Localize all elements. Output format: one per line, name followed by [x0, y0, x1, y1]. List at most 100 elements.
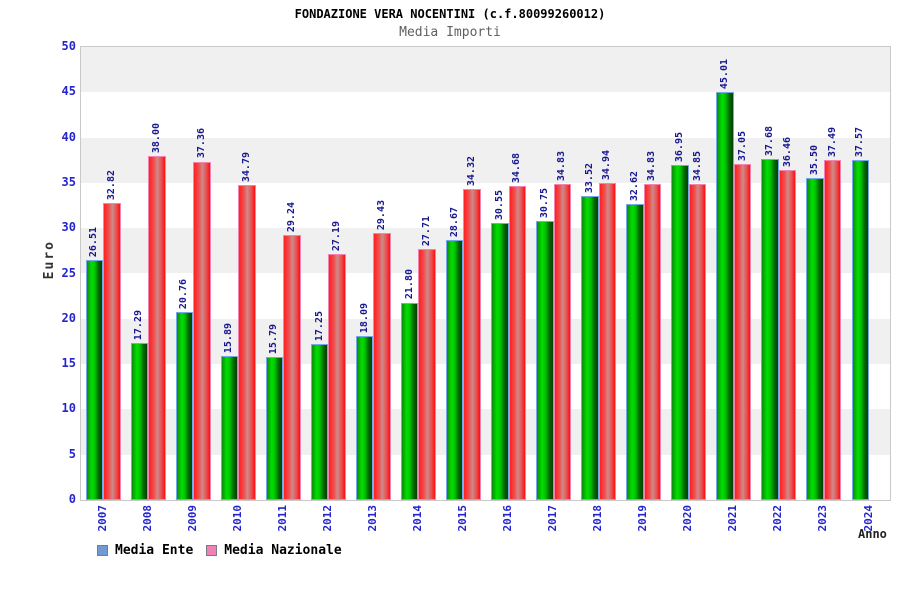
y-tick-label-35: 35 — [61, 174, 76, 189]
grid-band — [81, 182, 890, 229]
bar-media-nazionale-2023 — [823, 160, 842, 500]
legend-label-media-nazionale: Media Nazionale — [224, 543, 342, 558]
grid-band — [81, 409, 890, 455]
value-label-media-ente-2019: 32.62 — [628, 171, 640, 202]
bar-media-ente-2024 — [851, 159, 870, 500]
value-label-media-ente-2010: 15.89 — [223, 322, 235, 354]
bar-media-ente-2019 — [626, 204, 644, 500]
value-label-media-ente-2020: 36.95 — [674, 132, 686, 163]
value-label-media-ente-2017: 30.75 — [538, 188, 550, 219]
bar-media-nazionale-2012 — [328, 253, 346, 500]
bar-media-ente-2011 — [265, 356, 284, 500]
bar-media-ente-2023 — [806, 178, 824, 500]
grid-band — [81, 228, 890, 274]
bar-media-ente-2020 — [671, 165, 689, 500]
bar-media-ente-2018 — [581, 196, 599, 500]
bar-media-nazionale-2007 — [103, 202, 121, 500]
x-axis-title: Anno — [858, 527, 887, 541]
bar-media-nazionale-2020 — [688, 184, 707, 500]
grid-band — [81, 454, 890, 500]
bar-media-ente-2017 — [536, 221, 554, 500]
x-tick-label-2020: 2020 — [681, 505, 695, 532]
bar-media-nazionale-2009 — [193, 161, 211, 500]
bar-media-nazionale-2011 — [283, 235, 301, 500]
x-tick-label-2018: 2018 — [591, 505, 605, 532]
bar-media-ente-2021 — [716, 92, 734, 500]
grid-band — [81, 137, 890, 183]
value-label-media-ente-2014: 21.80 — [403, 269, 415, 300]
bar-media-nazionale-2015 — [463, 189, 481, 500]
x-tick-label-2013: 2013 — [365, 505, 379, 532]
bar-media-ente-2008 — [130, 343, 149, 500]
grid-band — [81, 273, 890, 319]
value-label-media-ente-2023: 35.50 — [809, 145, 821, 176]
value-label-media-nazionale-2020: 34.85 — [691, 151, 703, 182]
y-tick-label-20: 20 — [61, 310, 76, 325]
value-label-media-nazionale-2011: 29.24 — [285, 201, 297, 233]
y-tick-label-15: 15 — [61, 356, 76, 371]
bar-media-ente-2013 — [355, 336, 374, 500]
bar-media-nazionale-2021 — [733, 164, 752, 500]
grid-band — [81, 364, 890, 410]
bar-media-ente-2010 — [220, 356, 239, 500]
grid-band — [81, 92, 890, 138]
value-label-media-nazionale-2017: 34.83 — [556, 151, 568, 182]
bar-media-ente-2012 — [310, 343, 329, 500]
x-tick-label-2007: 2007 — [95, 505, 109, 532]
y-tick-label-40: 40 — [61, 129, 76, 144]
legend-label-media-ente: Media Ente — [115, 543, 194, 558]
x-tick-label-2008: 2008 — [140, 505, 154, 532]
bar-media-nazionale-2022 — [778, 169, 797, 500]
y-tick-label-30: 30 — [61, 220, 76, 235]
value-label-media-nazionale-2019: 34.83 — [646, 151, 658, 182]
bar-media-ente-2009 — [175, 311, 194, 500]
value-label-media-nazionale-2014: 27.71 — [421, 215, 433, 246]
value-label-media-ente-2015: 28.67 — [448, 207, 460, 238]
value-label-media-nazionale-2021: 37.05 — [736, 131, 748, 162]
x-tick-label-2017: 2017 — [546, 505, 560, 532]
value-label-media-nazionale-2018: 34.94 — [601, 150, 613, 181]
value-label-media-ente-2013: 18.09 — [358, 303, 370, 334]
y-tick-label-45: 45 — [61, 84, 76, 99]
bar-media-nazionale-2019 — [643, 184, 662, 500]
value-label-media-ente-2008: 17.29 — [133, 310, 145, 341]
bar-media-nazionale-2008 — [148, 155, 166, 500]
value-label-media-nazionale-2013: 29.43 — [376, 200, 388, 231]
chart-subtitle: Media Importi — [399, 25, 501, 40]
value-label-media-ente-2007: 26.51 — [88, 226, 100, 257]
legend-swatch-media-ente — [97, 545, 108, 556]
x-tick-label-2009: 2009 — [185, 505, 199, 532]
value-label-media-nazionale-2023: 37.49 — [826, 127, 838, 158]
x-tick-label-2014: 2014 — [410, 505, 424, 532]
x-tick-label-2012: 2012 — [320, 505, 334, 532]
value-label-media-ente-2012: 17.25 — [313, 310, 325, 341]
y-tick-label-10: 10 — [61, 401, 76, 416]
value-label-media-nazionale-2012: 27.19 — [331, 220, 343, 251]
x-tick-label-2015: 2015 — [455, 505, 469, 532]
x-tick-label-2016: 2016 — [501, 505, 515, 532]
legend-swatch-media-nazionale — [206, 545, 218, 556]
value-label-media-ente-2022: 37.68 — [764, 125, 776, 156]
x-tick-label-2022: 2022 — [771, 505, 785, 532]
grid-band — [81, 318, 890, 365]
value-label-media-nazionale-2007: 32.82 — [105, 169, 117, 200]
value-label-media-nazionale-2008: 38.00 — [150, 122, 162, 153]
bar-media-ente-2014 — [400, 302, 419, 500]
bar-media-nazionale-2016 — [508, 185, 527, 500]
bar-media-nazionale-2014 — [418, 248, 436, 500]
value-label-media-nazionale-2009: 37.36 — [195, 128, 207, 159]
value-label-media-ente-2024: 37.57 — [854, 126, 866, 157]
bar-media-nazionale-2013 — [373, 233, 391, 500]
plot-area: 26.51 32.82 17.29 38.00 20.76 37.36 15.89 34.79… — [80, 46, 891, 501]
y-tick-label-25: 25 — [61, 265, 76, 280]
bar-media-ente-2007 — [85, 259, 103, 500]
y-tick-label-50: 50 — [61, 39, 76, 53]
value-label-media-nazionale-2022: 36.46 — [781, 136, 793, 167]
x-tick-label-2011: 2011 — [275, 505, 289, 532]
bar-media-ente-2015 — [445, 240, 464, 500]
value-label-media-nazionale-2016: 34.68 — [511, 152, 523, 183]
bar-media-ente-2016 — [491, 223, 509, 500]
value-label-media-ente-2021: 45.01 — [719, 59, 731, 90]
value-label-media-ente-2009: 20.76 — [178, 278, 190, 309]
